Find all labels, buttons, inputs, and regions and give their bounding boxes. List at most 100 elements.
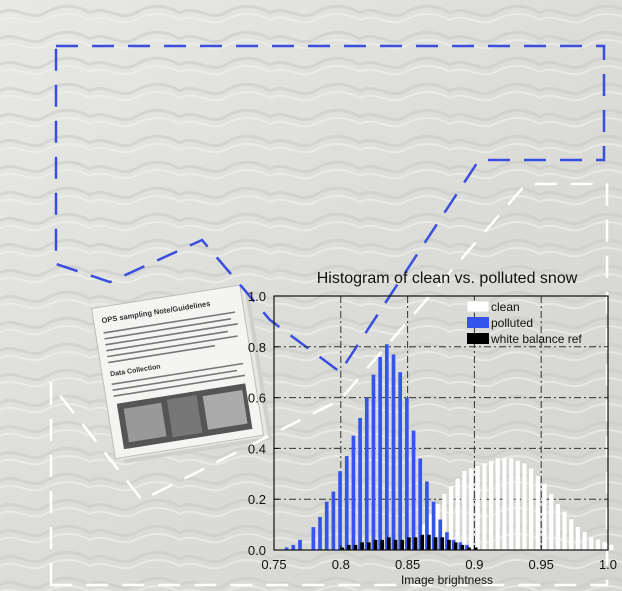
bar-white-balance-ref (353, 544, 358, 550)
bar-polluted (351, 435, 356, 550)
bar-white-balance-ref (467, 547, 471, 550)
y-tick-label: 0.2 (248, 492, 266, 507)
x-axis-label: Image brightness (401, 573, 493, 587)
bar-polluted (438, 519, 443, 550)
bar-polluted (465, 544, 469, 550)
chart-title: Histogram of clean vs. polluted snow (317, 270, 578, 287)
bar-polluted (318, 516, 322, 550)
tick-labels: 0.75 0.8 0.85 0.9 0.95 1.0 0.0 0.2 0.4 0.6 0.8 1.0 (248, 289, 617, 572)
bar-clean (542, 483, 547, 551)
bar-clean (589, 537, 594, 551)
bar-clean (562, 511, 567, 551)
bar-polluted (384, 344, 389, 550)
bar-clean (475, 465, 480, 551)
bar-polluted (451, 539, 456, 550)
bar-clean (549, 493, 554, 551)
bar-clean (602, 542, 607, 551)
bar-polluted (344, 456, 349, 550)
bar-clean (535, 476, 540, 551)
bar-polluted (284, 547, 289, 550)
document-text-lines (103, 311, 238, 364)
bar-white-balance-ref (407, 537, 411, 550)
bar-clean (569, 519, 574, 551)
bar-clean (509, 458, 514, 551)
bar-white-balance-ref (473, 547, 478, 550)
bar-polluted (411, 430, 416, 550)
bar-polluted (458, 542, 463, 550)
legend-swatch-polluted (467, 317, 489, 328)
bar-polluted (364, 397, 369, 550)
bar-polluted (398, 372, 403, 550)
bar-polluted (298, 539, 302, 550)
document-text-lines-2 (111, 362, 246, 397)
bar-polluted (291, 544, 296, 550)
bar-clean (522, 463, 527, 551)
bar-white-balance-ref (427, 534, 431, 550)
bar-clean (529, 468, 534, 551)
bar-white-balance-ref (447, 539, 451, 550)
white-dashed-outline (49, 182, 609, 587)
bar-white-balance-ref (433, 537, 438, 550)
bar-white-balance-ref (373, 539, 378, 550)
bar-white-balance-ref (360, 542, 364, 550)
bar-white-balance-ref (400, 539, 405, 550)
document-stack: OPS sampling Note/Guidelines Data Collec… (91, 284, 273, 464)
histogram-chart: Histogram of clean vs. polluted snow 0.7… (248, 270, 617, 587)
bar-white-balance-ref (380, 539, 385, 550)
bar-polluted (391, 354, 396, 550)
bar-white-balance-ref (413, 537, 418, 550)
bar-polluted (405, 397, 409, 550)
bar-clean (488, 460, 494, 551)
bar-white-balance-ref (440, 537, 445, 550)
bar-white-balance-ref (393, 539, 398, 550)
bar-polluted (311, 527, 316, 550)
x-tick-label: 0.8 (332, 557, 350, 572)
bar-polluted (445, 532, 449, 550)
bar-clean (502, 458, 507, 551)
bar-clean (462, 471, 467, 551)
x-tick-label: 0.95 (529, 557, 554, 572)
plot-frame (273, 295, 609, 551)
x-tick-label: 1.0 (599, 557, 617, 572)
bar-clean (575, 526, 580, 551)
bar-clean (495, 458, 500, 551)
bar-polluted (338, 471, 342, 550)
bar-clean (482, 463, 487, 551)
bar-clean (468, 468, 474, 551)
legend-swatch-white-balance-ref (467, 333, 489, 344)
y-tick-label: 0.6 (248, 391, 266, 406)
bar-white-balance-ref (340, 547, 344, 550)
y-tick-label: 0.8 (248, 340, 266, 355)
y-tick-label: 0.4 (248, 441, 266, 456)
legend-label-clean: clean (491, 300, 520, 314)
legend-label-polluted: polluted (491, 316, 533, 330)
legend-swatch-clean (466, 300, 490, 313)
bar-polluted (378, 356, 382, 550)
bar-white-balance-ref (366, 542, 371, 550)
bar-white-balance-ref (460, 544, 465, 550)
axes (273, 295, 609, 551)
bar-clean (582, 531, 587, 551)
bar-polluted (358, 417, 362, 550)
bar-polluted (431, 501, 436, 550)
bar-polluted (331, 491, 336, 550)
x-tick-label: 0.75 (261, 557, 286, 572)
bar-polluted (418, 458, 423, 550)
bar-clean (595, 539, 601, 551)
legend: clean polluted white balance ref (466, 300, 582, 346)
bar-white-balance-ref (453, 542, 458, 550)
bar-polluted (324, 501, 329, 550)
bar-clean (555, 504, 560, 551)
x-tick-label: 0.9 (465, 557, 483, 572)
blue-dashed-outline (54, 44, 606, 374)
bar-white-balance-ref (420, 534, 425, 550)
bar-clean (609, 544, 614, 551)
x-tick-label: 0.85 (395, 557, 420, 572)
bar-white-balance-ref (346, 544, 351, 550)
bar-polluted (371, 374, 376, 550)
y-tick-label: 1.0 (248, 289, 266, 304)
bar-polluted (425, 481, 429, 550)
bar-clean (455, 478, 460, 551)
legend-label-white-balance-ref: white balance ref (490, 332, 582, 346)
